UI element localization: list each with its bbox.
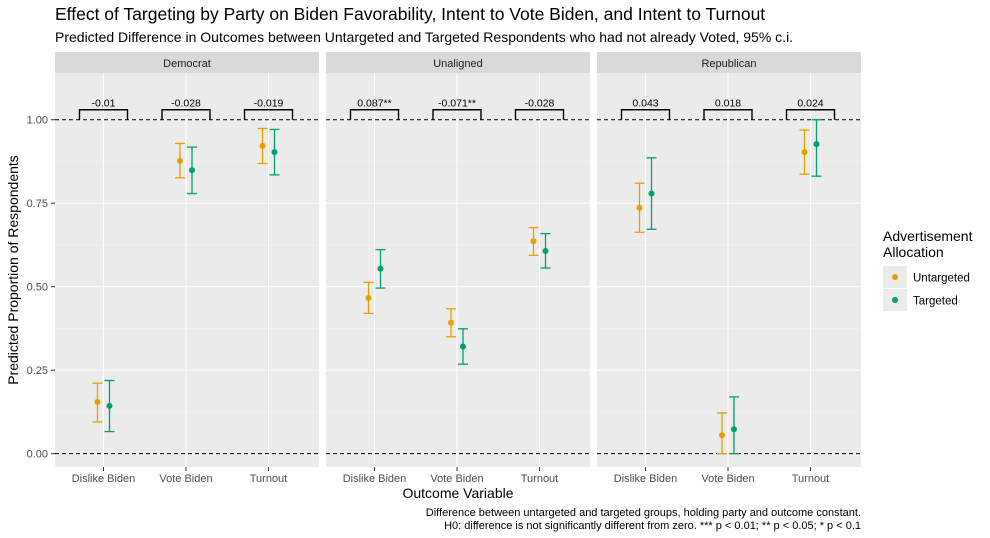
x-tick-label: Dislike Biden [343,473,407,485]
difference-label: 0.087** [357,98,391,110]
chart-title: Effect of Targeting by Party on Biden Fa… [55,4,765,24]
x-axis-label: Outcome Variable [402,485,513,501]
difference-label: -0.071** [438,98,476,110]
facet-strip [326,52,590,73]
untargeted-point [636,204,643,211]
legend-untargeted-marker [892,274,898,280]
targeted-point [189,167,195,174]
untargeted-point [259,142,266,149]
facet-strip-label: Democrat [163,58,211,70]
y-tick-label: 0.00 [27,449,48,461]
difference-label: -0.028 [171,98,201,110]
targeted-point [271,149,278,156]
legend-untargeted-label: Untargeted [913,273,970,285]
panel-unaligned: Unaligned 0.087** -0.071** -0.028 Dislike Bi… [326,52,590,485]
untargeted-point [801,149,808,156]
significance-bracket [432,109,482,120]
plot-background [326,73,590,467]
facet-strip [597,52,861,73]
y-tick-label: 0.25 [27,365,48,377]
difference-label: 0.018 [715,98,741,110]
significance-bracket [514,109,565,120]
significance-bracket [161,109,211,120]
legend-title-line-2: Allocation [883,244,944,260]
facet-strip-label: Republican [701,58,756,70]
difference-label: 0.024 [797,98,823,110]
targeted-point [813,141,820,148]
targeted-point [648,190,655,197]
targeted-point [460,343,466,350]
difference-label: -0.019 [254,98,284,110]
untargeted-point [94,398,101,405]
untargeted-point [365,295,372,302]
significance-bracket [78,109,129,120]
legend-title: Advertisement Allocation [883,228,973,260]
caption-line-1: Difference between untargeted and target… [426,507,861,519]
untargeted-point [530,238,537,245]
x-tick-label: Turnout [521,473,559,485]
y-tick-label: 0.75 [27,198,48,210]
untargeted-point [719,432,725,439]
x-tick-label: Dislike Biden [72,473,136,485]
legend: Advertisement Allocation Untargeted Targe… [883,228,973,311]
plot-background [597,73,861,467]
significance-bracket [349,109,400,120]
x-tick-label: Vote Biden [159,473,212,485]
y-axis-label: Predicted Proportion of Respondents [5,155,21,385]
significance-bracket [785,109,836,120]
panel-democrat: Democrat -0.01 -0.028 -0.019 Dislike Biden Vo… [55,52,319,485]
targeted-point [542,247,549,254]
significance-bracket [620,109,671,120]
untargeted-point [177,157,183,164]
significance-bracket [703,109,753,120]
panel-republican: Republican 0.043 0.018 0.024 Dislike Biden Vo… [597,52,861,485]
chart-subtitle: Predicted Difference in Outcomes between… [55,29,793,45]
difference-label: -0.028 [525,98,555,110]
targeted-point [377,265,384,272]
facet-strip [55,52,319,73]
targeted-point [106,402,113,409]
y-tick-label: 1.00 [27,115,48,127]
significance-bracket [243,109,294,120]
x-tick-label: Vote Biden [430,473,483,485]
facet-panels: Democrat -0.01 -0.028 -0.019 Dislike Biden Vo… [55,52,861,485]
legend-targeted-marker [892,297,898,303]
untargeted-point [448,319,454,326]
plot-background [55,73,319,467]
y-axis: 0.00 0.25 0.50 0.75 1.00 [27,115,55,461]
x-tick-label: Dislike Biden [614,473,678,485]
targeted-point [731,426,737,433]
difference-label: -0.01 [92,98,116,110]
legend-title-line-1: Advertisement [883,228,973,244]
x-tick-label: Turnout [250,473,288,485]
legend-targeted-label: Targeted [913,296,958,308]
difference-label: 0.043 [632,98,658,110]
caption-line-2: H0: difference is not significantly diff… [444,520,861,532]
x-tick-label: Turnout [792,473,830,485]
y-tick-label: 0.50 [27,282,48,294]
x-tick-label: Vote Biden [701,473,754,485]
facet-strip-label: Unaligned [433,58,483,70]
